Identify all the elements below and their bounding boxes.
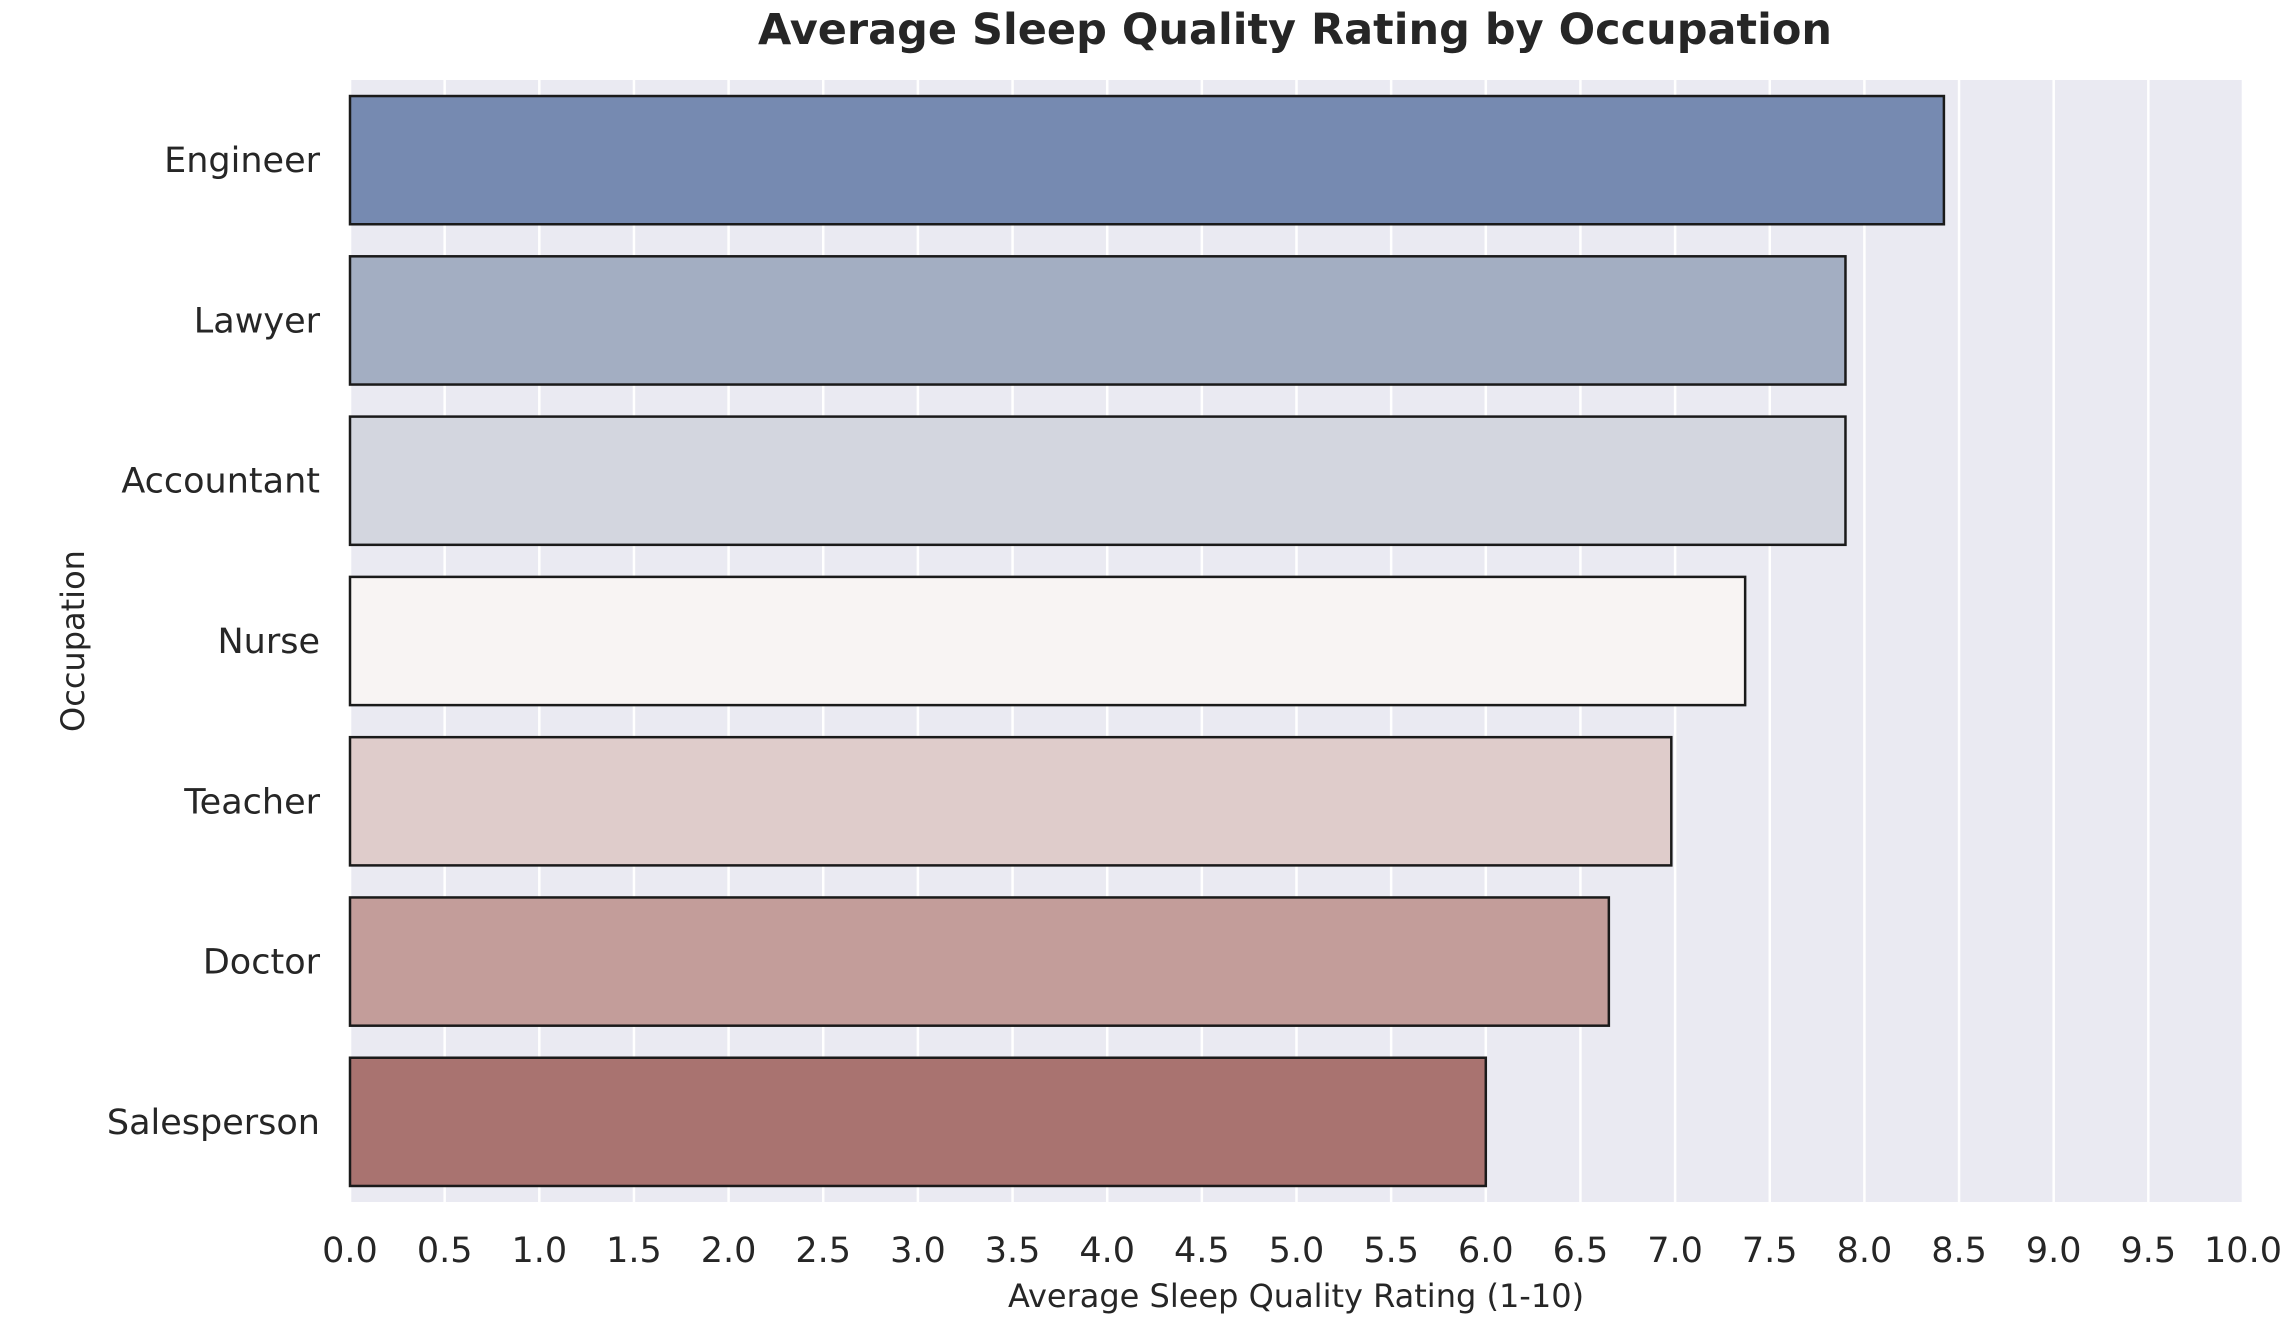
y-category-label: Salesperson [107,1103,320,1143]
x-tick-label: 4.0 [1079,1231,1135,1271]
x-tick-label: 7.5 [1742,1231,1798,1271]
chart-title: Average Sleep Quality Rating by Occupati… [758,5,1832,55]
x-tick-label: 9.5 [2121,1231,2177,1271]
x-tick-label: 9.0 [2026,1231,2082,1271]
bar-nurse [348,575,1747,707]
x-tick-label: 5.0 [1269,1231,1325,1271]
bar-salesperson [348,1056,1488,1188]
y-category-label: Accountant [121,462,320,502]
x-tick-label: 3.0 [890,1231,946,1271]
bar-lawyer [348,255,1847,386]
bar-engineer [348,94,1946,226]
x-tick-label: 6.5 [1553,1231,1609,1271]
y-category-label: Nurse [217,622,320,662]
bar-teacher [348,735,1673,867]
x-tick-label: 4.5 [1174,1231,1230,1271]
x-tick-label: 8.0 [1837,1231,1893,1271]
x-axis-label: Average Sleep Quality Rating (1-10) [1008,1277,1584,1315]
bar-doctor [348,896,1611,1027]
y-category-label: Engineer [164,141,320,181]
y-category-label: Lawyer [194,301,321,341]
y-category-label: Teacher [183,782,320,822]
x-tick-label: 10.0 [2204,1231,2282,1271]
x-tick-label: 8.5 [1931,1231,1987,1271]
x-tick-label: 2.5 [795,1231,851,1271]
x-tick-labels: 0.0 0.5 1.0 1.5 2.0 2.5 3.0 3.5 4.0 4.5 5.0 5.5 6.0 6… [322,1231,2282,1271]
x-tick-label: 6.0 [1458,1231,1514,1271]
bar-accountant [348,415,1847,547]
x-tick-label: 1.0 [511,1231,567,1271]
x-tick-label: 3.5 [985,1231,1041,1271]
x-tick-label: 1.5 [606,1231,662,1271]
y-category-labels: Engineer Lawyer Accountant Nurse Teacher Doct… [107,141,321,1143]
y-axis-label: Occupation [54,550,92,732]
y-category-label: Doctor [203,943,321,983]
x-tick-label: 5.5 [1363,1231,1419,1271]
x-tick-label: 0.0 [322,1231,378,1271]
x-tick-label: 2.0 [701,1231,757,1271]
x-tick-label: 7.0 [1647,1231,1703,1271]
x-tick-label: 0.5 [417,1231,473,1271]
bars-group [348,94,1946,1188]
